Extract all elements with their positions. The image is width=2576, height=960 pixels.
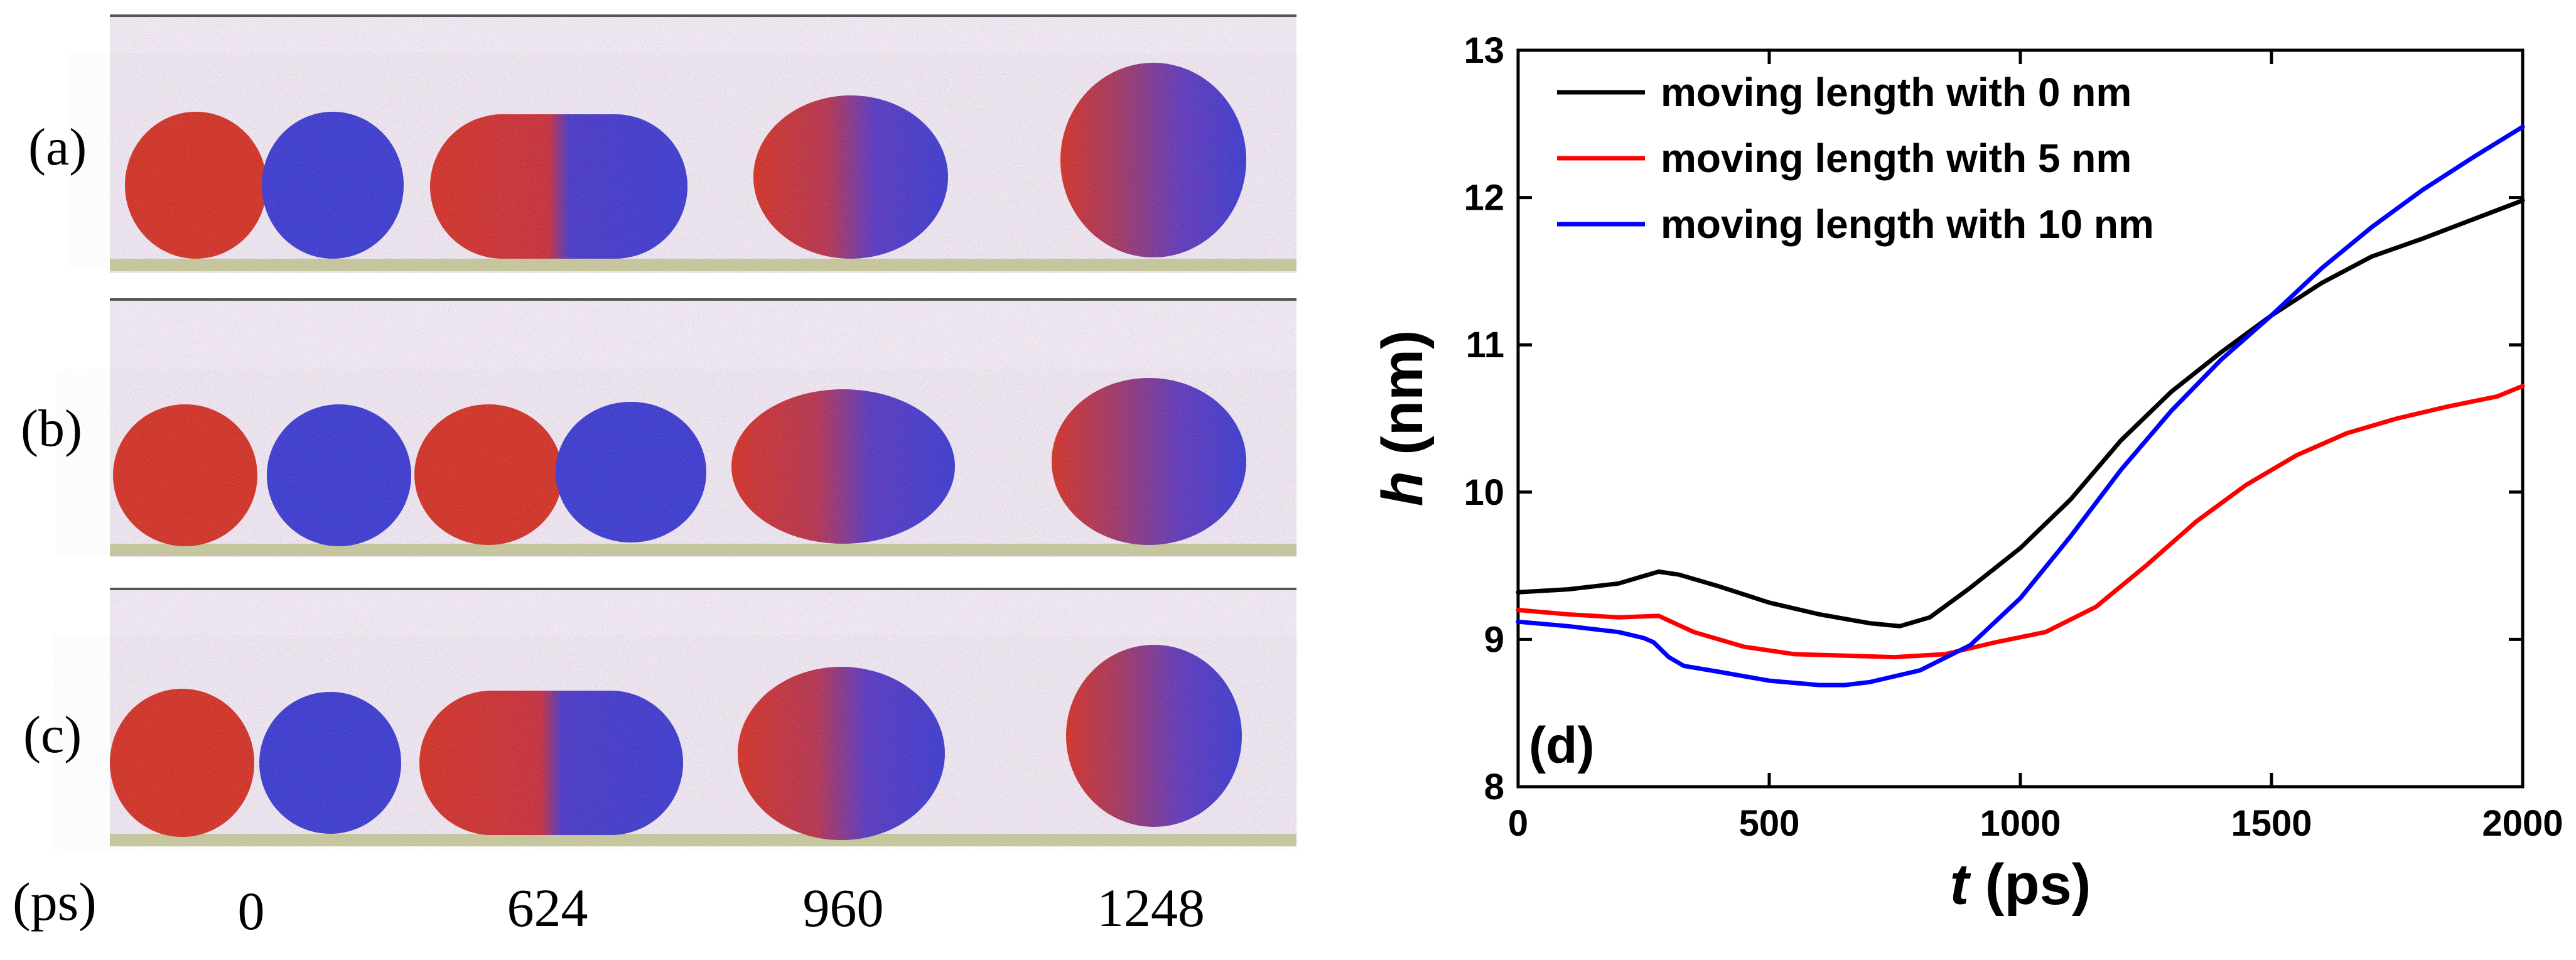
panel-label-d: (d) [1529, 717, 1595, 774]
droplet-red [110, 689, 254, 837]
droplet-merged [731, 389, 955, 544]
substrate [110, 834, 1296, 846]
series-lines [1516, 124, 2525, 688]
series-line-0 [1516, 198, 2525, 628]
y-tick-label: 10 [1463, 472, 1504, 513]
y-axis-label: h (nm) [1371, 330, 1435, 506]
droplet-merging [430, 114, 687, 259]
y-axis-var: h [1371, 471, 1435, 506]
y-tick-label: 11 [1466, 325, 1504, 365]
droplet-blue [259, 692, 401, 834]
time-label-2: 960 [803, 878, 884, 938]
y-tick-label: 12 [1463, 178, 1504, 218]
x-tick-label: 2000 [2482, 803, 2563, 844]
snapshot-panel-c [110, 588, 1296, 846]
substrate [110, 259, 1296, 271]
droplet-red [113, 404, 257, 546]
x-axis-label: t (ps) [1950, 853, 2091, 917]
time-label-0: 0 [238, 881, 265, 941]
axis-ticks: 0 500 1000 1500 2000 8 9 10 11 12 13 [1463, 30, 2563, 844]
time-label-1: 624 [507, 878, 588, 938]
droplet-merged [738, 667, 945, 840]
x-tick-label: 1500 [2231, 803, 2312, 844]
legend-label-2: moving length with 10 nm [1661, 202, 2154, 247]
droplet-jumped [1066, 645, 1242, 827]
x-axis-var: t [1950, 853, 1971, 917]
droplet-merging [419, 691, 683, 835]
droplet-blue [267, 404, 411, 546]
substrate [110, 544, 1296, 556]
snapshot-panel-a [110, 14, 1296, 273]
x-tick-label: 0 [1508, 803, 1528, 844]
droplet-blue [262, 112, 404, 259]
time-unit-label: (ps) [13, 871, 97, 932]
x-axis-unit: (ps) [1969, 853, 2091, 917]
legend-label-1: moving length with 5 nm [1661, 136, 2131, 181]
legend: moving length with 0 nm moving length wit… [1557, 70, 2154, 247]
droplet-jumped [1052, 378, 1246, 545]
legend-label-0: moving length with 0 nm [1661, 70, 2131, 115]
height-vs-time-chart: 0 500 1000 1500 2000 8 9 10 11 12 13 moving length… [1371, 30, 2563, 917]
y-tick-label: 8 [1484, 767, 1504, 807]
snapshot-panel-b [110, 298, 1296, 557]
x-tick-label: 1000 [1980, 803, 2061, 844]
panel-label-a: (a) [28, 118, 87, 176]
droplet-red-merging [414, 404, 563, 545]
y-tick-label: 9 [1484, 619, 1504, 660]
x-tick-label: 500 [1739, 803, 1800, 844]
series-line-2 [1516, 124, 2525, 688]
time-label-3: 1248 [1097, 878, 1205, 938]
droplet-jumped [1060, 63, 1246, 257]
y-tick-label: 13 [1463, 30, 1504, 71]
series-line-1 [1516, 384, 2525, 660]
droplet-blue-merging [556, 402, 706, 542]
droplet-red [125, 112, 267, 259]
droplet-merged [753, 95, 948, 259]
y-axis-unit: (nm) [1371, 330, 1435, 471]
panel-label-c: (c) [23, 706, 82, 764]
panel-label-b: (b) [21, 399, 82, 458]
